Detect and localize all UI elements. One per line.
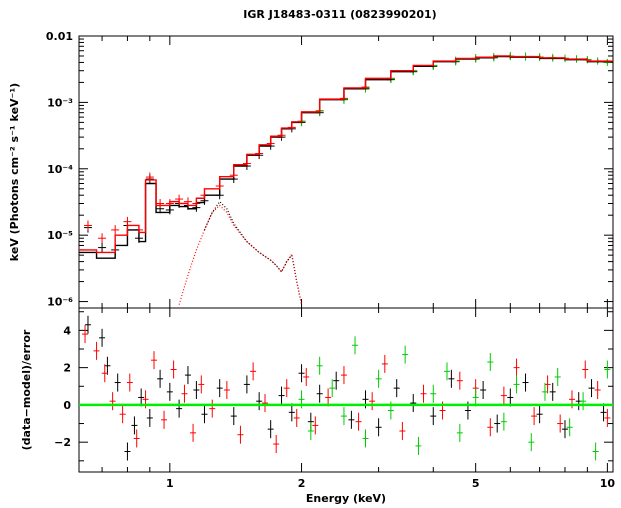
x-tick-label: 1 bbox=[166, 477, 174, 490]
spectrum-frame bbox=[78, 35, 614, 309]
y-tick-label: 4 bbox=[63, 324, 71, 337]
spectrum-series-group bbox=[203, 200, 303, 305]
spectrum-series-group bbox=[83, 53, 612, 255]
y-tick-label: 2 bbox=[63, 362, 71, 375]
residual-series-group bbox=[298, 336, 611, 461]
spectrum-panel: 10⁻⁶ 10⁻⁵ 10⁻⁴ 10⁻³ 0.01 keV (Photons cm⁻² s… bbox=[8, 30, 614, 309]
y-tick-label: 10⁻⁶ bbox=[47, 296, 73, 309]
chart-title: IGR J18483-0311 (0823990201) bbox=[243, 8, 436, 21]
residual-ticks bbox=[79, 308, 613, 472]
y-tick-label: 0 bbox=[63, 399, 71, 412]
spectrum-series-group bbox=[79, 55, 613, 254]
residual-x-tick-labels: 1 2 5 10 bbox=[166, 477, 615, 490]
model-component bbox=[178, 204, 303, 305]
x-tick-label: 10 bbox=[600, 477, 616, 490]
x-axis-label: Energy (keV) bbox=[306, 492, 386, 505]
spectrum-y-axis-label: keV (Photons cm⁻² s⁻¹ keV⁻¹) bbox=[8, 83, 21, 261]
x-tick-label: 5 bbox=[472, 477, 480, 490]
residual-series bbox=[79, 315, 613, 461]
residual-series-group bbox=[84, 315, 607, 461]
model-component bbox=[203, 200, 303, 305]
residual-series-group bbox=[82, 325, 611, 454]
model-curve bbox=[79, 55, 613, 259]
spectrum-series bbox=[79, 51, 613, 305]
spectrum-series-group bbox=[79, 55, 613, 259]
model-curve bbox=[79, 55, 613, 254]
residual-y-axis-label: (data−model)/error bbox=[20, 329, 33, 450]
y-tick-label: 0.01 bbox=[46, 30, 73, 43]
residual-frame bbox=[78, 307, 614, 473]
y-tick-label: 10⁻⁴ bbox=[47, 163, 73, 176]
spectrum-y-tick-labels: 10⁻⁶ 10⁻⁵ 10⁻⁴ 10⁻³ 0.01 bbox=[46, 30, 73, 309]
y-tick-label: −2 bbox=[54, 436, 71, 449]
spectrum-ticks bbox=[79, 35, 613, 308]
spectrum-series-group bbox=[178, 204, 303, 305]
spectrum-series-group bbox=[83, 53, 612, 244]
y-tick-label: 10⁻⁵ bbox=[47, 229, 73, 242]
x-tick-label: 2 bbox=[298, 477, 306, 490]
y-tick-label: 10⁻³ bbox=[47, 96, 73, 109]
residual-y-tick-labels: −2 0 2 4 bbox=[54, 324, 71, 449]
residual-panel: −2 0 2 4 1 2 5 10 (data−model)/error Energy (k… bbox=[20, 307, 615, 505]
